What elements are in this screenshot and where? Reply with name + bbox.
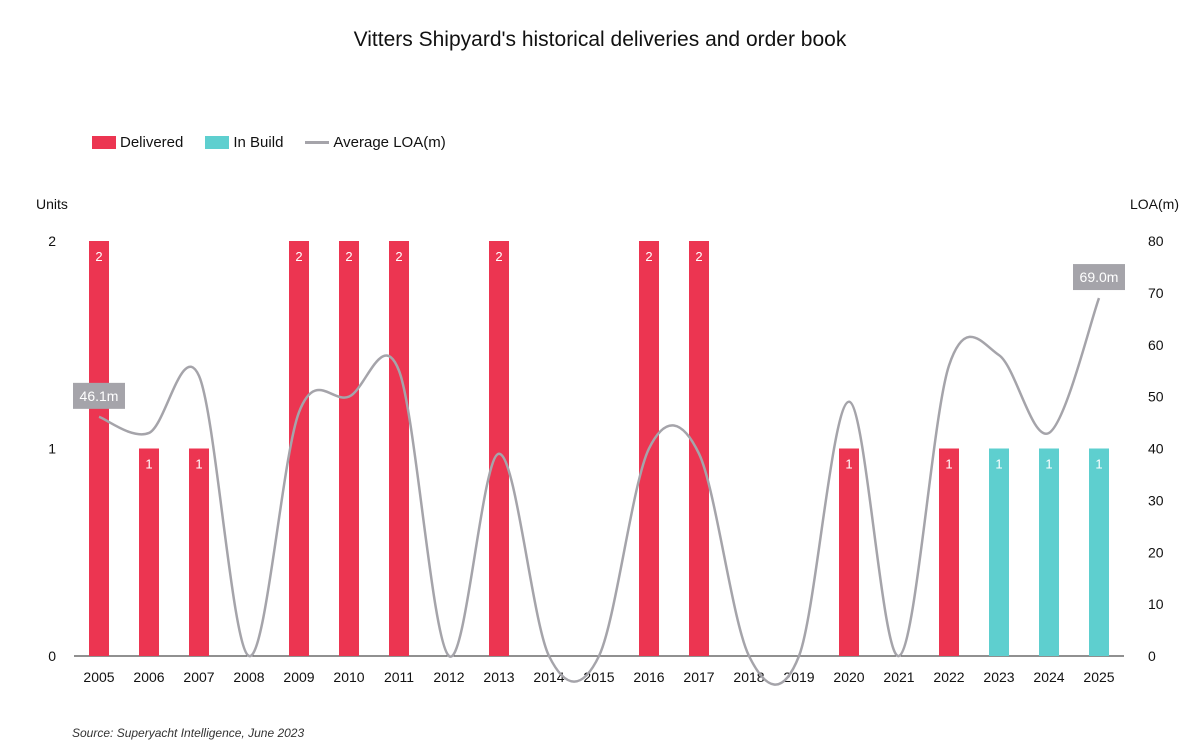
x-tick-2020: 2020 (833, 669, 864, 685)
bar-in-build-2025 (1089, 448, 1109, 656)
y-tick-right-10: 10 (1148, 596, 1164, 612)
source-note: Source: Superyacht Intelligence, June 20… (72, 726, 305, 740)
x-tick-2006: 2006 (133, 669, 164, 685)
data-label-delivered-2013: 2 (495, 249, 502, 264)
x-tick-2024: 2024 (1033, 669, 1064, 685)
data-label-delivered-2007: 1 (195, 457, 202, 472)
y-tick-right-50: 50 (1148, 389, 1164, 405)
legend-swatch-average-loa (305, 141, 330, 144)
bar-in-build-2023 (989, 448, 1009, 656)
x-tick-2021: 2021 (883, 669, 914, 685)
x-tick-2007: 2007 (183, 669, 214, 685)
x-tick-2014: 2014 (533, 669, 564, 685)
y-axis-right-title: LOA(m) (1130, 196, 1179, 212)
bar-delivered-2009 (289, 241, 309, 656)
bar-delivered-2017 (689, 241, 709, 656)
data-label-delivered-2016: 2 (645, 249, 652, 264)
x-tick-2005: 2005 (83, 669, 114, 685)
x-tick-2025: 2025 (1083, 669, 1114, 685)
x-tick-2011: 2011 (384, 669, 414, 685)
bar-delivered-2013 (489, 241, 509, 656)
y-tick-left-0: 0 (48, 648, 56, 664)
bar-delivered-2010 (339, 241, 359, 656)
y-tick-left-1: 1 (48, 441, 56, 457)
x-tick-2018: 2018 (733, 669, 764, 685)
data-label-in-build-2025: 1 (1095, 457, 1102, 472)
x-tick-2016: 2016 (633, 669, 664, 685)
data-label-delivered-2022: 1 (945, 457, 952, 472)
x-tick-2012: 2012 (433, 669, 464, 685)
x-tick-2023: 2023 (983, 669, 1014, 685)
x-tick-2009: 2009 (283, 669, 314, 685)
y-tick-right-60: 60 (1148, 337, 1164, 353)
x-tick-2017: 2017 (683, 669, 714, 685)
x-tick-2008: 2008 (233, 669, 264, 685)
callout-label-2005: 46.1m (80, 388, 119, 404)
y-tick-right-70: 70 (1148, 285, 1164, 301)
y-tick-right-0: 0 (1148, 648, 1156, 664)
legend-label-delivered: Delivered (120, 134, 184, 151)
legend-item-average-loa: Average LOA(m) (305, 134, 446, 151)
data-label-in-build-2024: 1 (1045, 457, 1052, 472)
bar-in-build-2024 (1039, 448, 1059, 656)
legend-item-in-build: In Build (205, 134, 283, 151)
data-label-delivered-2009: 2 (295, 249, 302, 264)
callout-box-2025 (1073, 264, 1125, 291)
x-tick-2013: 2013 (483, 669, 514, 685)
y-tick-left-2: 2 (48, 233, 56, 249)
y-tick-right-40: 40 (1148, 441, 1164, 457)
x-tick-2022: 2022 (933, 669, 964, 685)
data-label-delivered-2010: 2 (345, 249, 352, 264)
bar-delivered-2022 (939, 448, 959, 656)
data-label-in-build-2023: 1 (995, 457, 1002, 472)
bar-delivered-2020 (839, 448, 859, 656)
data-label-delivered-2005: 2 (95, 249, 102, 264)
legend-label-in-build: In Build (233, 134, 284, 151)
bar-delivered-2006 (139, 448, 159, 656)
callout-label-2025: 69.0m (1080, 269, 1119, 285)
legend-label-average-loa: Average LOA(m) (333, 134, 446, 151)
data-label-delivered-2006: 1 (145, 457, 152, 472)
y-tick-right-80: 80 (1148, 233, 1164, 249)
data-label-delivered-2011: 2 (395, 249, 402, 264)
legend: Delivered In Build Average LOA(m) (92, 134, 468, 151)
legend-swatch-delivered (92, 136, 116, 149)
legend-swatch-in-build (205, 136, 230, 149)
y-tick-right-20: 20 (1148, 544, 1164, 560)
bar-delivered-2011 (389, 241, 409, 656)
callout-box-2005 (73, 382, 125, 409)
bar-delivered-2005 (89, 241, 109, 656)
chart-title: Vitters Shipyard's historical deliveries… (353, 28, 847, 51)
y-axis-left-title: Units (36, 196, 68, 212)
x-tick-2015: 2015 (583, 669, 614, 685)
x-tick-2010: 2010 (333, 669, 364, 685)
legend-item-delivered: Delivered (92, 134, 183, 151)
series-line-average-loa (98, 297, 1101, 686)
y-tick-right-30: 30 (1148, 492, 1164, 508)
data-label-delivered-2020: 1 (845, 457, 852, 472)
bar-delivered-2007 (189, 448, 209, 656)
data-label-delivered-2017: 2 (695, 249, 702, 264)
